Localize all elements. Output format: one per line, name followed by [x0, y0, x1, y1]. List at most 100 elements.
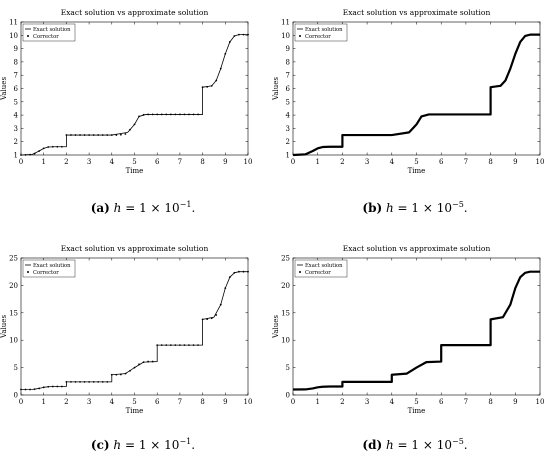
caption-math: h — [113, 438, 122, 452]
data-point — [192, 344, 195, 347]
legend-marker-swatch — [299, 271, 301, 273]
caption-label: (d) — [362, 438, 383, 452]
data-point — [33, 388, 36, 391]
data-point — [83, 134, 86, 136]
x-tick-label: 6 — [439, 398, 444, 406]
data-point — [160, 113, 163, 116]
caption-text: = 1 × 10 — [121, 438, 180, 452]
x-axis-label: Time — [126, 407, 144, 415]
data-point — [65, 134, 68, 136]
caption-exponent: −1 — [179, 437, 192, 446]
series-line — [20, 34, 248, 156]
data-point — [192, 113, 195, 116]
series-line — [20, 271, 248, 390]
legend-label: Corrector — [33, 270, 59, 276]
x-tick-label: 0 — [19, 398, 23, 406]
series-line — [292, 270, 540, 391]
y-tick-label: 7 — [286, 72, 290, 80]
caption-exponent: −1 — [179, 200, 192, 209]
data-point — [219, 303, 222, 306]
data-point — [224, 287, 227, 290]
data-point — [129, 369, 131, 372]
x-tick-label: 5 — [132, 158, 136, 166]
plot-frame — [20, 21, 249, 156]
data-point — [42, 386, 45, 389]
x-tick-label: 9 — [223, 158, 227, 166]
y-tick-label: 2 — [14, 138, 18, 146]
x-tick-label: 2 — [64, 158, 68, 166]
data-point — [210, 317, 213, 320]
data-point — [42, 147, 45, 150]
data-point — [147, 360, 150, 363]
legend-label: Exact solution — [33, 263, 71, 269]
x-tick-label: 0 — [291, 158, 295, 166]
x-tick-label: 1 — [41, 158, 45, 166]
data-point — [206, 318, 209, 321]
data-point — [138, 115, 140, 118]
y-tick-label: 11 — [281, 19, 290, 27]
x-tick-label: 2 — [64, 398, 68, 406]
caption-text: = 1 × 10 — [393, 201, 452, 215]
caption-tail: . — [463, 438, 468, 452]
y-tick-label: 15 — [9, 309, 18, 317]
y-tick-label: 0 — [286, 392, 290, 400]
x-tick-label: 4 — [390, 398, 395, 406]
y-tick-label: 8 — [14, 58, 18, 66]
data-point — [160, 344, 163, 347]
x-tick-label: 7 — [464, 158, 468, 166]
x-tick-label: 8 — [488, 398, 492, 406]
data-point — [65, 380, 68, 383]
data-point — [92, 380, 95, 383]
series-line — [292, 34, 540, 156]
x-tick-label: 6 — [155, 398, 160, 406]
caption-c: (c) h = 1 × 10−1. — [78, 437, 208, 452]
y-tick-label: 7 — [14, 72, 18, 80]
plot-frame — [292, 257, 541, 396]
x-tick-label: 3 — [365, 398, 369, 406]
data-point — [101, 380, 104, 383]
x-tick-label: 1 — [41, 398, 45, 406]
data-point — [133, 366, 136, 369]
series-line — [292, 33, 540, 157]
data-point — [33, 152, 36, 155]
data-point — [151, 113, 154, 116]
x-axis-label: Time — [408, 167, 426, 175]
caption-tail: . — [463, 201, 468, 215]
data-point — [70, 134, 72, 136]
data-point — [210, 84, 213, 87]
y-tick-label: 8 — [286, 58, 290, 66]
data-point — [197, 113, 199, 116]
y-tick-label: 1 — [14, 152, 18, 160]
x-tick-label: 3 — [87, 158, 91, 166]
data-point — [115, 134, 118, 136]
x-tick-label: 4 — [110, 158, 115, 166]
data-point — [56, 385, 59, 388]
x-tick-label: 2 — [340, 158, 344, 166]
legend-label: Exact solution — [305, 263, 343, 269]
caption-tail: . — [191, 438, 196, 452]
x-tick-label: 0 — [291, 398, 295, 406]
data-point — [101, 134, 104, 136]
x-tick-label: 7 — [178, 158, 182, 166]
plot-frame — [20, 257, 249, 396]
data-point — [147, 113, 150, 116]
y-tick-label: 10 — [281, 337, 290, 345]
caption-math: h — [113, 201, 122, 215]
data-point — [29, 388, 31, 391]
x-tick-label: 2 — [340, 398, 344, 406]
x-tick-label: 9 — [513, 158, 517, 166]
y-axis-label: Values — [0, 77, 8, 101]
legend-box — [22, 23, 76, 42]
data-point — [106, 380, 109, 383]
y-tick-label: 11 — [9, 19, 18, 27]
data-point — [92, 134, 95, 136]
legend-label: Exact solution — [305, 27, 343, 33]
x-axis-label: Time — [408, 407, 426, 415]
data-point — [188, 344, 190, 347]
data-point — [56, 145, 59, 148]
data-point — [29, 153, 31, 156]
data-point — [47, 385, 50, 388]
legend-marker-swatch — [27, 271, 29, 273]
